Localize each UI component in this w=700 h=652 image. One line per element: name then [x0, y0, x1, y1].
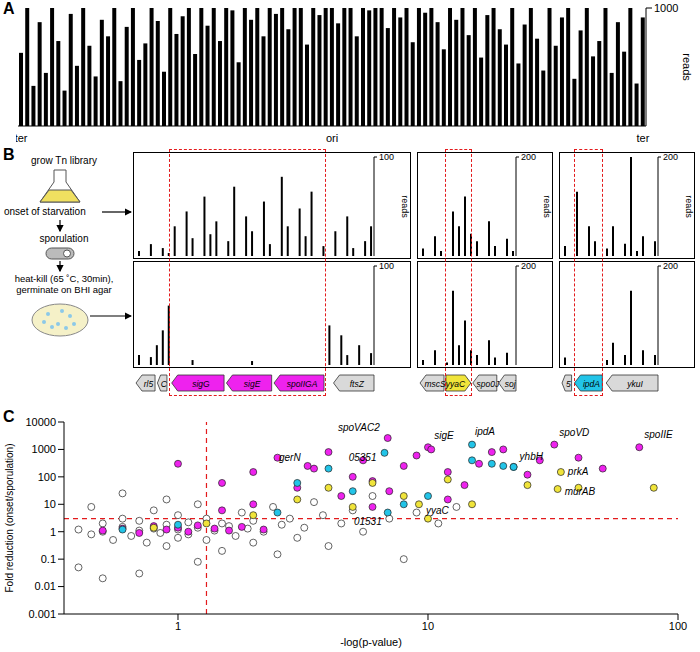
svg-text:reads: reads [681, 53, 693, 81]
svg-text:ftsZ: ftsZ [350, 379, 365, 389]
svg-text:1: 1 [175, 620, 181, 632]
svg-text:0.1: 0.1 [41, 553, 56, 565]
svg-text:reads: reads [684, 195, 694, 218]
svg-text:yhbH: yhbH [519, 451, 544, 462]
svg-text:0.001: 0.001 [28, 608, 56, 620]
svg-text:sigG: sigG [192, 379, 210, 389]
svg-text:1000: 1000 [654, 2, 678, 14]
svg-text:sigE: sigE [434, 430, 454, 441]
svg-text:200: 200 [663, 262, 678, 271]
svg-text:200: 200 [663, 153, 678, 162]
svg-text:soj: soj [505, 379, 517, 389]
svg-text:prkA: prkA [567, 466, 589, 477]
svg-text:100: 100 [379, 153, 394, 162]
svg-text:spoVD: spoVD [559, 427, 589, 438]
svg-text:yyaC: yyaC [425, 505, 450, 516]
svg-text:0.01: 0.01 [35, 580, 56, 592]
svg-text:reads: reads [400, 195, 410, 218]
svg-text:ipdA: ipdA [475, 426, 495, 437]
svg-text:05351: 05351 [349, 452, 377, 463]
svg-text:spoIIGA: spoIIGA [287, 379, 318, 389]
html-text:B: B [3, 146, 15, 163]
svg-text:spoVAC2: spoVAC2 [338, 422, 380, 433]
svg-text:100: 100 [669, 620, 687, 632]
svg-text:5: 5 [566, 379, 571, 389]
html-text:C: C [3, 408, 15, 425]
svg-text:ter: ter [16, 132, 28, 144]
svg-text:gerN: gerN [279, 452, 301, 463]
svg-text:10: 10 [422, 620, 434, 632]
html-text:A: A [3, 0, 15, 17]
svg-text:200: 200 [521, 262, 536, 271]
svg-text:reads: reads [542, 195, 552, 218]
svg-text:spoIIE: spoIIE [644, 429, 673, 440]
svg-text:Fold reduction (onset/sporulat: Fold reduction (onset/sporulation) [4, 444, 15, 593]
svg-text:1000: 1000 [32, 443, 56, 455]
svg-text:sigE: sigE [244, 379, 261, 389]
svg-text:100: 100 [38, 471, 56, 483]
html-text:sporulation: sporulation [39, 233, 89, 244]
html-text:onset of starvation: onset of starvation [4, 206, 86, 217]
svg-text:1: 1 [50, 526, 56, 538]
svg-text:ykuI: ykuI [626, 379, 643, 389]
html-text:heat-kill (65 ˚C, 30min), germ: heat-kill (65 ˚C, 30min), germinate on B… [14, 273, 114, 295]
svg-text:10000: 10000 [25, 416, 56, 428]
svg-text:yyaC: yyaC [445, 379, 466, 389]
svg-text:rl5: rl5 [144, 379, 154, 389]
svg-text:C: C [161, 379, 168, 389]
svg-text:200: 200 [521, 153, 536, 162]
svg-text:mscS: mscS [424, 379, 446, 389]
svg-text:murAB: murAB [565, 486, 596, 497]
svg-text:10: 10 [44, 498, 56, 510]
svg-text:ori: ori [326, 132, 338, 144]
svg-text:ter: ter [636, 132, 649, 144]
svg-text:01531: 01531 [354, 516, 382, 527]
html-text:grow Tn library: grow Tn library [31, 155, 97, 166]
svg-text:ipdA: ipdA [583, 379, 600, 389]
svg-text:-log(p-value): -log(p-value) [340, 636, 402, 648]
svg-text:spo0J: spo0J [476, 379, 499, 389]
svg-text:100: 100 [379, 262, 394, 271]
